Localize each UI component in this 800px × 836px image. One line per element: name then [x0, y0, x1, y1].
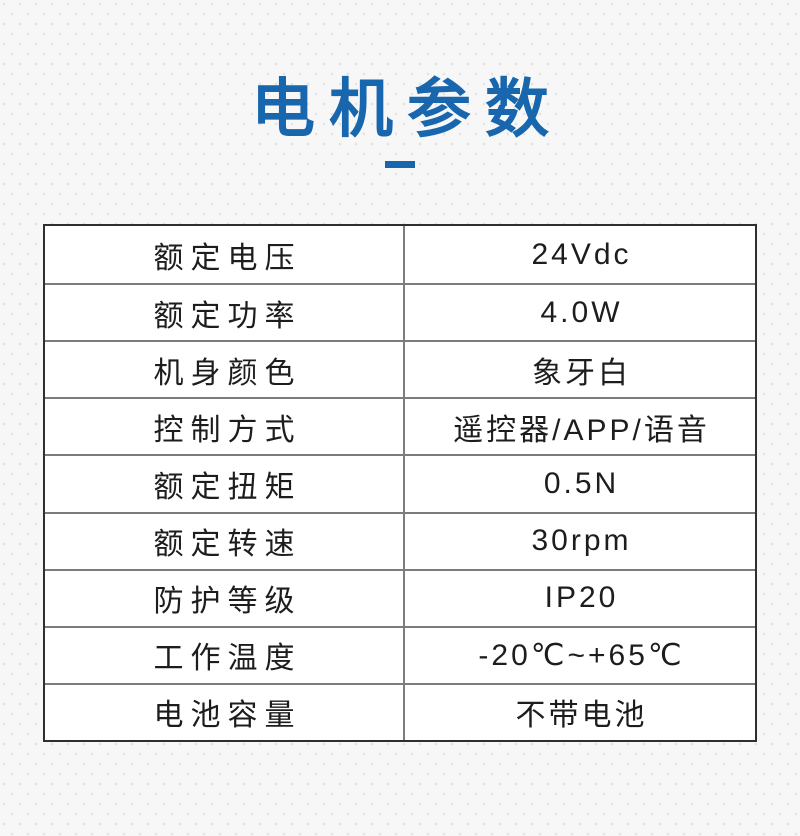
spec-value: 象牙白 — [403, 342, 755, 398]
spec-label: 额定电压 — [153, 241, 302, 275]
spec-value: 遥控器/APP/语音 — [403, 399, 755, 455]
table-row: 防护等级 IP20 — [45, 568, 755, 626]
spec-value: 0.5N — [403, 456, 755, 512]
spec-label: 工作温度 — [153, 642, 302, 676]
table-row: 额定功率 4.0W — [45, 283, 755, 341]
spec-value: -20℃~+65℃ — [403, 627, 755, 683]
table-row: 电池容量 不带电池 — [45, 682, 755, 740]
table-row: 机身颜色 象牙白 — [45, 340, 755, 398]
title-underscore-accent — [385, 161, 415, 168]
spec-label: 机身颜色 — [153, 356, 302, 390]
spec-label: 额定功率 — [153, 299, 302, 333]
table-row: 工作温度 -20℃~+65℃ — [45, 625, 755, 683]
spec-value: 不带电池 — [403, 684, 755, 740]
spec-label: 电池容量 — [153, 699, 302, 733]
page-title: 电机参数 — [251, 73, 563, 145]
table-row: 额定电压 24Vdc — [45, 226, 755, 284]
spec-label: 额定转速 — [153, 528, 302, 562]
spec-label: 控制方式 — [153, 413, 302, 447]
table-row: 控制方式 遥控器/APP/语音 — [45, 397, 755, 455]
spec-value: 4.0W — [403, 285, 755, 341]
spec-value: IP20 — [403, 570, 755, 626]
table-row: 额定转速 30rpm — [45, 511, 755, 569]
spec-value: 30rpm — [403, 513, 755, 569]
spec-table: 额定电压 24Vdc 额定功率 4.0W 机身颜色 象牙白 控制方式 遥控器/A… — [43, 224, 757, 742]
spec-label: 额定扭矩 — [153, 470, 302, 504]
spec-value: 24Vdc — [403, 226, 755, 284]
spec-label: 防护等级 — [153, 585, 302, 619]
table-row: 额定扭矩 0.5N — [45, 454, 755, 512]
